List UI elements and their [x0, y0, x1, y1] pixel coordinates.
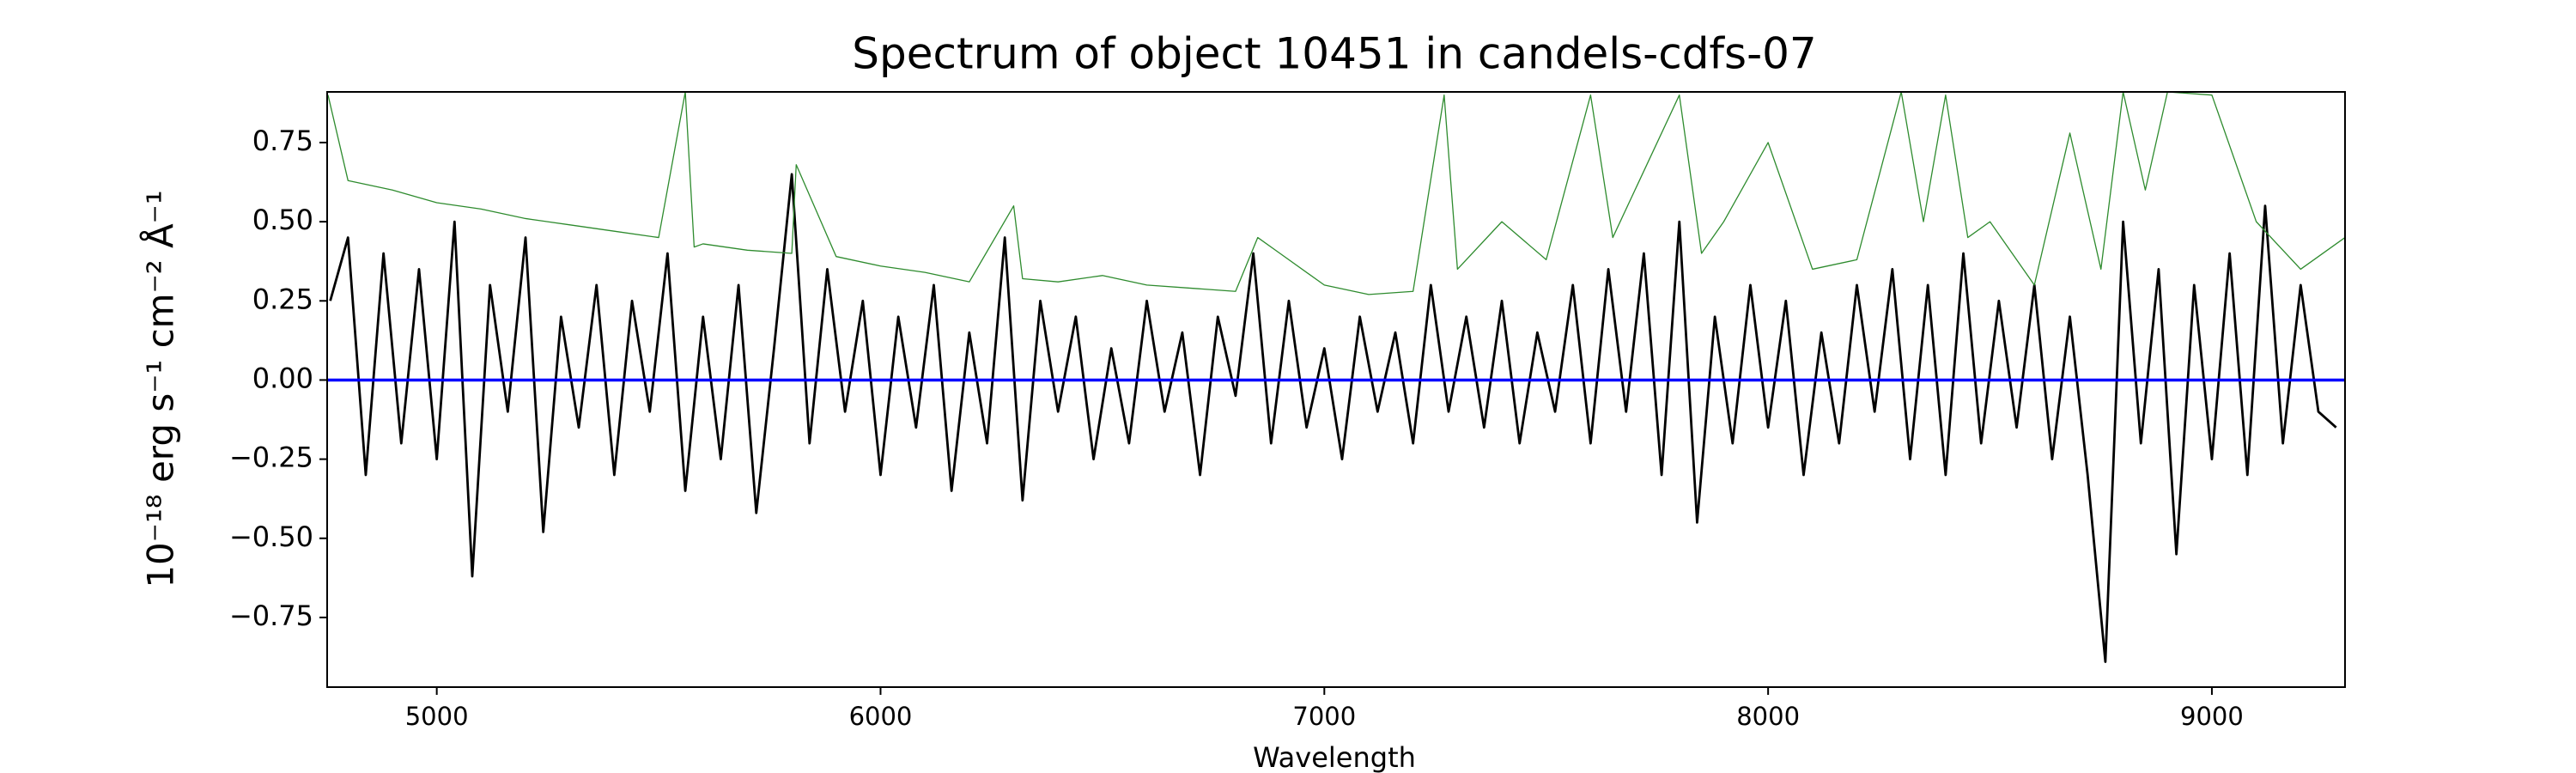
spectrum-line — [329, 173, 2337, 663]
x-tick-label: 9000 — [2180, 702, 2244, 731]
plot-area — [327, 92, 2345, 663]
y-tick-label: 0.00 — [252, 362, 313, 394]
y-axis-label: 10⁻¹⁸ erg s⁻¹ cm⁻² Å⁻¹ — [139, 190, 182, 587]
axes-frame — [326, 91, 2346, 688]
y-tick-label: 0.25 — [252, 283, 313, 315]
y-tick-label: −0.50 — [229, 520, 313, 553]
x-tick-label: 5000 — [405, 702, 469, 731]
spectrum-line — [327, 92, 2345, 295]
x-axis-label: Wavelength — [1253, 741, 1416, 773]
x-tick-label: 6000 — [849, 702, 913, 731]
x-tick-label: 8000 — [1736, 702, 1800, 731]
x-tick-label: 7000 — [1292, 702, 1356, 731]
y-tick-label: 0.50 — [252, 204, 313, 236]
y-tick-label: 0.75 — [252, 125, 313, 157]
y-tick-label: −0.25 — [229, 441, 313, 474]
chart-title: Spectrum of object 10451 in candels-cdfs… — [852, 29, 1817, 79]
y-tick-label: −0.75 — [229, 600, 313, 632]
